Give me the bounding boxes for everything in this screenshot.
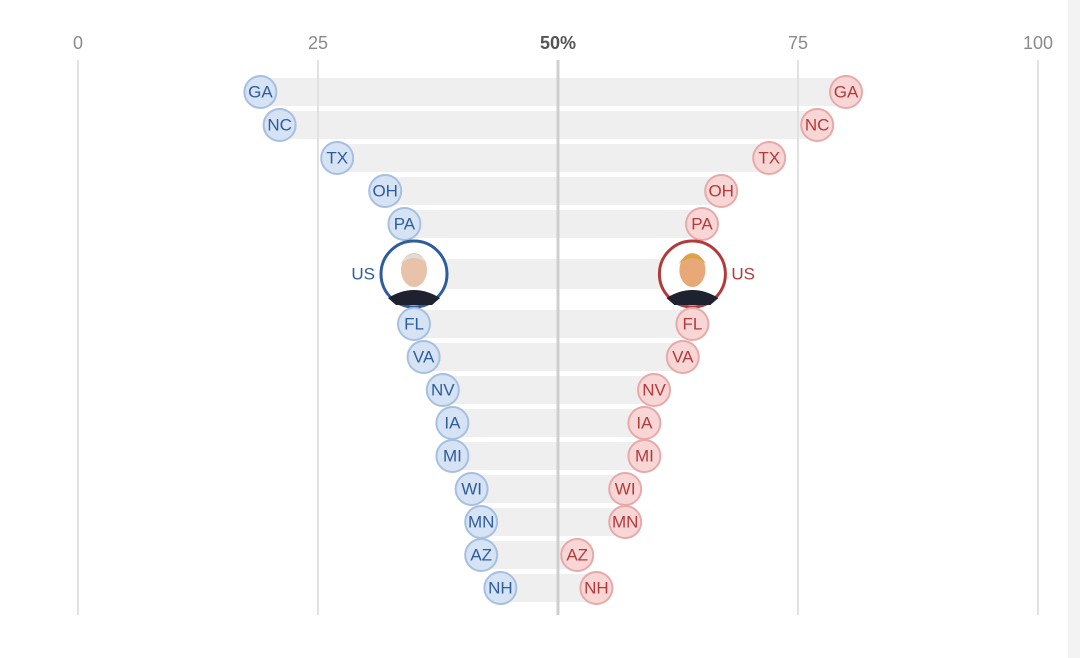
dot: [675, 307, 710, 341]
dot-label: AZ: [566, 545, 588, 564]
dot: [627, 439, 662, 473]
range-bar: [471, 475, 626, 503]
range-bar: [414, 259, 693, 289]
dot-label: NC: [267, 115, 292, 134]
dot: [829, 75, 863, 109]
dot: [608, 505, 643, 539]
dot: [368, 174, 403, 208]
highlight-label: US: [731, 264, 755, 283]
x-tick-label: 100: [1023, 33, 1053, 53]
dot: [464, 538, 499, 572]
dot-label: NH: [488, 578, 513, 597]
dot-label: WI: [461, 479, 482, 498]
x-tick-label: 50%: [540, 33, 576, 53]
dot-label: TX: [758, 148, 780, 167]
portrait-face: [679, 253, 706, 287]
dot: [454, 472, 489, 506]
range-bar: [337, 144, 770, 172]
dot: [397, 307, 431, 341]
dot-label: FL: [404, 314, 424, 333]
dot-label: TX: [326, 148, 348, 167]
dot-label: NV: [431, 380, 455, 399]
dot-label: GA: [248, 82, 273, 101]
dot-label: PA: [691, 214, 713, 233]
dot-label: OH: [708, 181, 734, 200]
dot-label: VA: [672, 347, 694, 366]
dot: [579, 571, 614, 605]
dot-label: MI: [443, 446, 462, 465]
dot-label: FL: [682, 314, 702, 333]
x-tick-label: 0: [73, 33, 83, 53]
dot-label: MN: [468, 512, 494, 531]
dot-label: WI: [615, 479, 636, 498]
dot: [483, 571, 518, 605]
dot: [560, 538, 595, 572]
range-bar: [279, 111, 818, 139]
range-bar: [442, 376, 654, 404]
range-bar: [404, 210, 702, 238]
portrait-face: [401, 253, 427, 287]
range-bar: [260, 78, 846, 106]
side-strip: [1068, 0, 1080, 658]
dot-label: AZ: [470, 545, 492, 564]
dot-label: GA: [834, 82, 859, 101]
dot: [387, 207, 422, 241]
dot-label: IA: [444, 413, 461, 432]
range-bar: [481, 508, 626, 536]
dot: [435, 439, 470, 473]
dot-label: MN: [612, 512, 638, 531]
dot-label: NV: [642, 380, 666, 399]
dot: [262, 108, 297, 142]
highlight-label: US: [351, 264, 375, 283]
dot: [406, 340, 441, 374]
dot: [665, 340, 700, 374]
dot-label: NH: [584, 578, 609, 597]
range-bar: [452, 442, 645, 470]
dot-label: PA: [394, 214, 416, 233]
portrait: [379, 239, 449, 309]
dot: [704, 174, 739, 208]
portrait: [657, 239, 727, 309]
dot: [637, 373, 671, 407]
range-bar: [423, 343, 683, 371]
portrait-suit: [666, 290, 719, 305]
dot: [243, 75, 278, 109]
portrait-suit: [388, 290, 440, 305]
dot: [320, 141, 355, 175]
dot-label: OH: [372, 181, 398, 200]
dot-label: VA: [413, 347, 435, 366]
portrait-hair: [400, 254, 428, 264]
portrait-hair: [678, 254, 707, 264]
dot-label: IA: [636, 413, 653, 432]
dot: [425, 373, 460, 407]
dot: [685, 207, 719, 241]
range-bar: [385, 177, 722, 205]
range-bar: [452, 409, 645, 437]
range-bar: [414, 310, 693, 338]
dot-label: NC: [805, 115, 830, 134]
x-tick-label: 25: [308, 33, 328, 53]
dot: [800, 108, 835, 142]
dot-label: MI: [635, 446, 654, 465]
x-tick-label: 75: [788, 33, 808, 53]
dot: [752, 141, 787, 175]
